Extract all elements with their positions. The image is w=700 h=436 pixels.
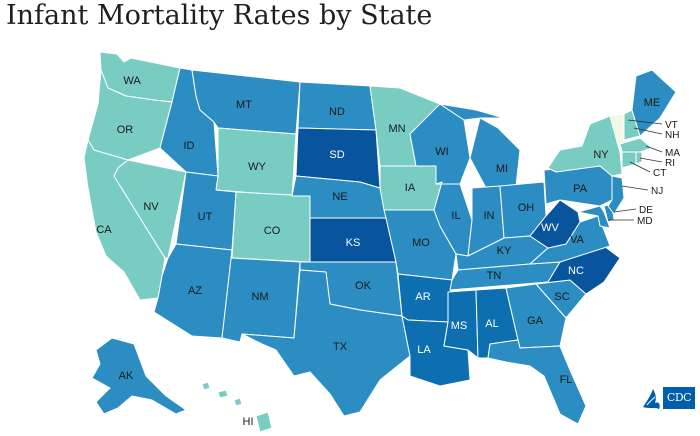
label-sc: SC xyxy=(554,291,569,303)
label-ks: KS xyxy=(346,237,361,249)
label-mo: MO xyxy=(412,237,430,249)
label-vt: VT xyxy=(665,120,678,131)
state-md[interactable] xyxy=(577,205,611,229)
label-ga: GA xyxy=(527,315,544,327)
callout-lines xyxy=(608,119,663,221)
label-ar: AR xyxy=(415,291,430,303)
label-ct: CT xyxy=(653,168,666,179)
label-ny: NY xyxy=(593,149,609,161)
label-tx: TX xyxy=(333,341,348,353)
label-mt: MT xyxy=(236,99,252,111)
state-ny[interactable] xyxy=(547,115,623,177)
label-ma: MA xyxy=(665,148,680,159)
label-id: ID xyxy=(184,140,195,152)
label-wv: WV xyxy=(541,222,559,234)
label-wi: WI xyxy=(435,146,448,158)
label-de: DE xyxy=(639,205,653,216)
state-hi[interactable] xyxy=(201,381,273,433)
label-ne: NE xyxy=(332,191,347,203)
label-ky: KY xyxy=(497,245,512,257)
label-tn: TN xyxy=(487,270,502,282)
label-ok: OK xyxy=(355,280,372,292)
hhs-eagle-icon xyxy=(643,389,660,409)
label-nd: ND xyxy=(329,106,345,118)
label-mi: MI xyxy=(496,163,508,175)
state-ak[interactable] xyxy=(91,337,187,415)
label-ut: UT xyxy=(198,211,213,223)
state-ct[interactable] xyxy=(621,151,637,169)
cdc-logo[interactable]: CDC xyxy=(641,383,696,413)
label-az: AZ xyxy=(188,285,202,297)
state-me[interactable] xyxy=(631,69,677,137)
label-co: CO xyxy=(264,225,281,237)
state-nj[interactable] xyxy=(607,175,625,215)
label-la: LA xyxy=(417,344,431,356)
label-md: MD xyxy=(637,216,653,227)
label-nc: NC xyxy=(568,265,584,277)
label-wa: WA xyxy=(123,75,141,87)
label-al: AL xyxy=(485,318,498,330)
label-wy: WY xyxy=(248,161,266,173)
label-nv: NV xyxy=(143,201,159,213)
label-ak: AK xyxy=(119,370,134,382)
label-fl: FL xyxy=(560,374,573,386)
state-wv[interactable] xyxy=(529,199,581,249)
label-hi: HI xyxy=(243,416,254,428)
label-ri: RI xyxy=(665,158,675,169)
state-mi[interactable] xyxy=(469,117,521,189)
label-va: VA xyxy=(570,234,585,246)
label-or: OR xyxy=(117,124,134,136)
state-ma[interactable] xyxy=(619,137,653,153)
label-oh: OH xyxy=(518,202,535,214)
label-ia: IA xyxy=(405,182,416,194)
label-mn: MN xyxy=(388,123,405,135)
state-ri[interactable] xyxy=(635,151,643,165)
label-nh: NH xyxy=(665,130,679,141)
label-sd: SD xyxy=(329,149,344,161)
state-tx[interactable] xyxy=(241,269,411,417)
state-mi-upper[interactable] xyxy=(439,103,505,121)
label-il: IL xyxy=(451,210,460,222)
cdc-logo-text: CDC xyxy=(663,387,695,409)
state-fl[interactable] xyxy=(487,339,587,425)
label-ms: MS xyxy=(451,320,468,332)
label-nj: NJ xyxy=(651,186,663,197)
label-nm: NM xyxy=(251,291,268,303)
label-me: ME xyxy=(644,97,661,109)
label-ca: CA xyxy=(96,224,112,236)
page-title: Infant Mortality Rates by State xyxy=(6,0,433,31)
label-pa: PA xyxy=(573,183,588,195)
label-in: IN xyxy=(484,210,495,222)
